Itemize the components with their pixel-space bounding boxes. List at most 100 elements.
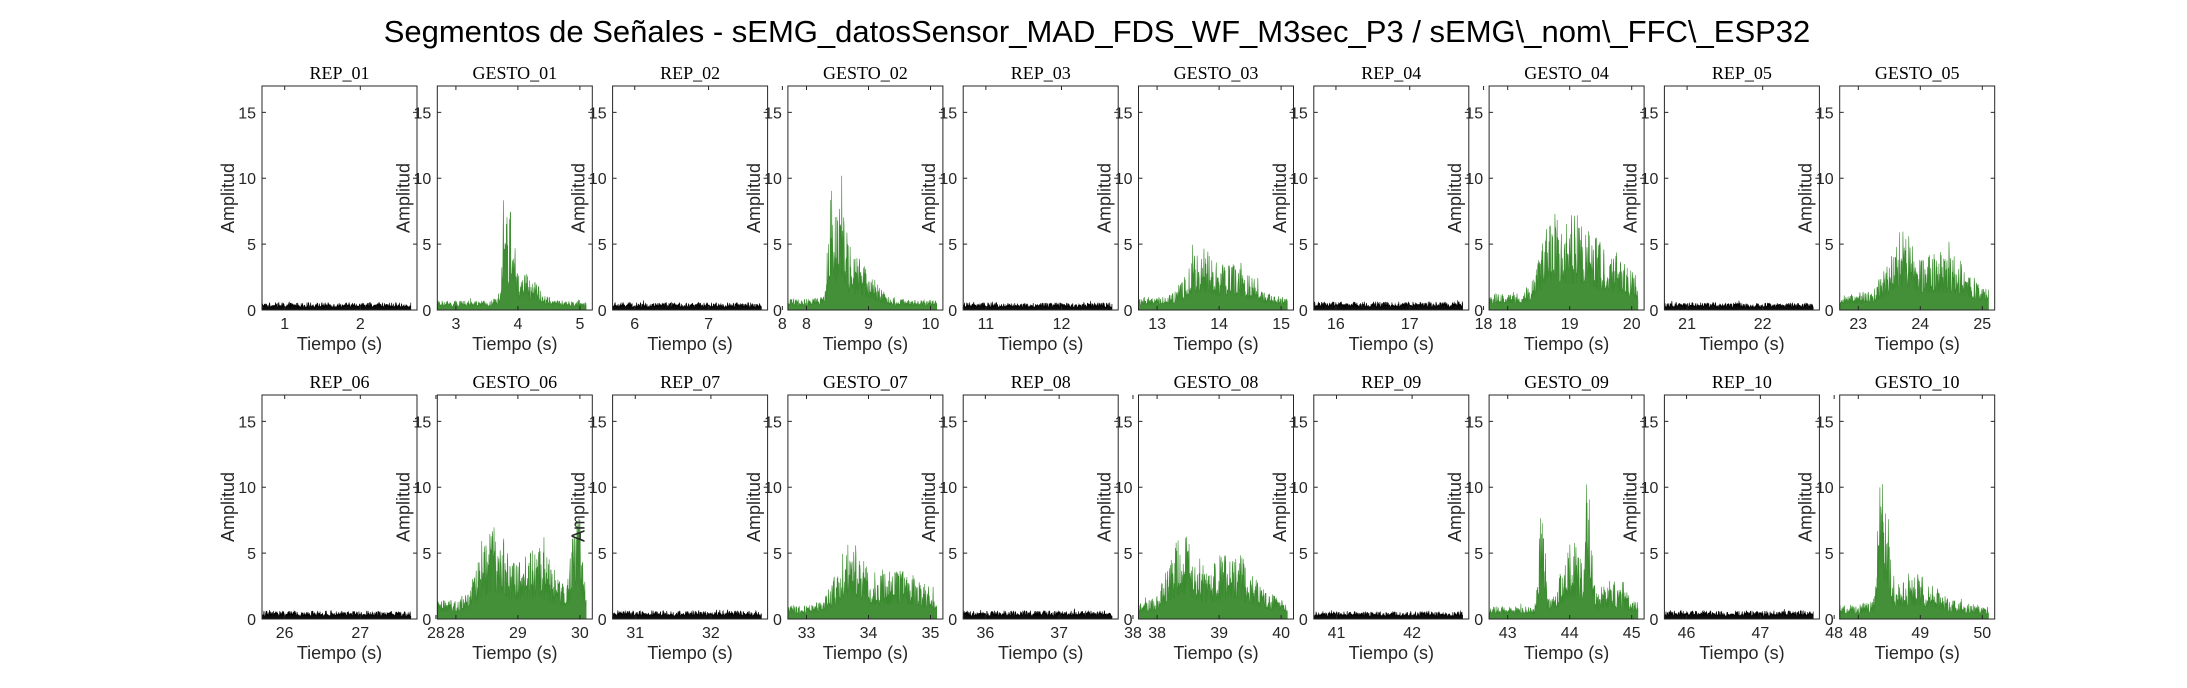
y-tick-label: 15	[939, 414, 957, 431]
subplot-title: REP_09	[1361, 372, 1421, 392]
subplot-title: GESTO_03	[1174, 63, 1259, 83]
y-tick-label: 15	[1290, 414, 1308, 431]
y-tick-label: 0	[1649, 303, 1658, 320]
y-axis-label: Amplitud	[218, 163, 238, 233]
x-axis-label: Tiempo (s)	[1349, 334, 1434, 354]
x-tick-label: 18	[1475, 316, 1493, 333]
axes-frame	[962, 85, 1119, 311]
y-axis-label: Amplitud	[1620, 163, 1640, 233]
axes-frame	[1663, 394, 1820, 620]
x-tick-label: 26	[276, 625, 294, 642]
subplot-14: 0 5 10 15 33 34 35 GESTO_07 Tiempo (s) Amplitud	[744, 372, 944, 663]
y-tick-label: 0	[1474, 303, 1483, 320]
signal-rep-09	[1313, 610, 1463, 620]
subplot-5: 0 5 10 15 11 12 REP_03 Tiempo (s) Amplitud	[919, 63, 1119, 354]
y-axis-label: Amplitud	[1270, 472, 1290, 542]
subplot-6: 0 5 10 15 13 14 15 GESTO_03 Tiempo (s) Amplitud	[1095, 63, 1294, 354]
y-tick-label: 5	[1299, 237, 1308, 254]
y-tick-label: 10	[589, 171, 607, 188]
subplot-10: 0 5 10 15 23 24 25 GESTO_05 Tiempo (s) Amplitud	[1796, 63, 1996, 354]
x-tick-label: 12	[1053, 316, 1071, 333]
y-tick-label: 5	[1649, 237, 1658, 254]
x-tick-label: 47	[1751, 625, 1769, 642]
x-axis-label: Tiempo (s)	[1875, 334, 1960, 354]
x-tick-label: 4	[513, 316, 522, 333]
signal-rep-10	[1664, 609, 1814, 620]
x-tick-label: 31	[626, 625, 644, 642]
subplot-9: 0 5 10 15 21 22 REP_05 Tiempo (s) Amplitud	[1620, 63, 1820, 354]
x-axis-label: Tiempo (s)	[1875, 643, 1960, 663]
y-tick-label: 0	[1299, 303, 1308, 320]
axes-frame	[1313, 394, 1470, 620]
x-tick-label: 46	[1678, 625, 1696, 642]
x-tick-label: 2	[356, 316, 365, 333]
y-tick-label: 15	[414, 414, 432, 431]
y-tick-label: 5	[247, 546, 256, 563]
subplot-title: REP_02	[660, 63, 720, 83]
signal-rep-02	[612, 300, 762, 311]
axes-frame	[1839, 394, 1996, 620]
y-tick-label: 10	[414, 171, 432, 188]
y-tick-label: 15	[1816, 105, 1834, 122]
x-tick-label: 36	[976, 625, 994, 642]
y-tick-label: 5	[1124, 237, 1133, 254]
x-axis-label: Tiempo (s)	[297, 643, 382, 663]
x-tick-label: 21	[1678, 316, 1696, 333]
subplot-title: REP_06	[309, 372, 369, 392]
y-tick-label: 5	[247, 237, 256, 254]
subplot-title: GESTO_10	[1875, 372, 1960, 392]
subplot-title: GESTO_07	[823, 372, 908, 392]
x-axis-label: Tiempo (s)	[647, 334, 732, 354]
y-tick-label: 0	[598, 612, 607, 629]
axes-frame	[612, 394, 769, 620]
x-axis-label: Tiempo (s)	[1524, 334, 1609, 354]
subplot-title: REP_04	[1361, 63, 1421, 83]
signal-gesto-07	[787, 544, 937, 620]
subplot-4: 0 5 10 15 8 9 10 GESTO_02 Tiempo (s) Amplitud	[744, 63, 944, 354]
x-axis-label: Tiempo (s)	[647, 643, 732, 663]
y-tick-label: 10	[414, 480, 432, 497]
y-tick-label: 10	[939, 480, 957, 497]
axes-frame	[1488, 394, 1645, 620]
subplot-12: 0 5 10 15 28 29 30 GESTO_06 Tiempo (s) Amplitud	[393, 372, 593, 663]
y-tick-label: 10	[1115, 480, 1133, 497]
y-tick-label: 0	[1299, 612, 1308, 629]
y-axis-label: Amplitud	[569, 163, 589, 233]
y-tick-label: 0	[773, 612, 782, 629]
signal-gesto-09	[1488, 484, 1639, 620]
x-tick-label: 14	[1210, 316, 1228, 333]
x-tick-label: 42	[1403, 625, 1421, 642]
y-tick-label: 5	[1649, 546, 1658, 563]
y-axis-label: Amplitud	[569, 472, 589, 542]
y-tick-label: 10	[238, 171, 256, 188]
axes-frame	[787, 394, 944, 620]
signal-rep-06	[261, 609, 412, 620]
y-tick-label: 15	[1641, 105, 1659, 122]
subplot-title: REP_07	[660, 372, 720, 392]
x-tick-label: 1	[280, 316, 289, 333]
y-tick-label: 10	[1641, 171, 1659, 188]
axes-frame	[261, 394, 418, 620]
y-axis-label: Amplitud	[919, 163, 939, 233]
x-axis-label: Tiempo (s)	[472, 334, 557, 354]
subplot-title: GESTO_09	[1524, 372, 1609, 392]
x-tick-label: 20	[1623, 316, 1641, 333]
y-tick-label: 10	[1290, 480, 1308, 497]
x-tick-label: 39	[1210, 625, 1228, 642]
x-tick-label: 7	[704, 316, 713, 333]
x-axis-label: Tiempo (s)	[297, 334, 382, 354]
y-tick-label: 5	[773, 237, 782, 254]
axes-frame	[1313, 85, 1470, 311]
y-axis-label: Amplitud	[1620, 472, 1640, 542]
x-tick-label: 17	[1401, 316, 1419, 333]
y-tick-label: 10	[1290, 171, 1308, 188]
x-tick-label: 3	[451, 316, 460, 333]
x-tick-label: 10	[922, 316, 940, 333]
y-tick-label: 10	[764, 171, 782, 188]
subplot-16: 0 5 10 15 38 39 40 GESTO_08 Tiempo (s) Amplitud	[1095, 372, 1294, 663]
y-axis-label: Amplitud	[218, 472, 238, 542]
axes-frame	[612, 85, 769, 311]
signal-rep-08	[962, 608, 1113, 620]
